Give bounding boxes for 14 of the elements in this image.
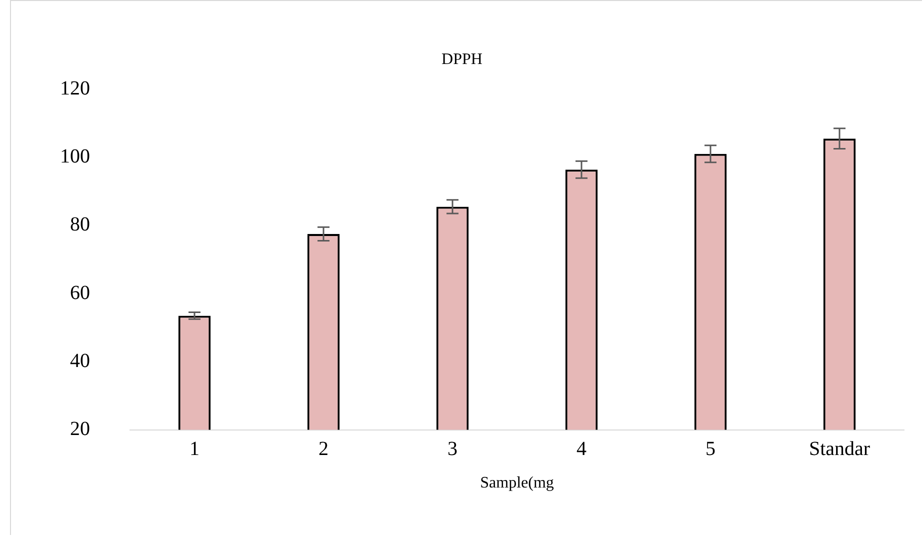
x-tick-label: 1	[190, 438, 200, 460]
y-tick-label: 100	[60, 146, 90, 168]
x-tick-label: 5	[706, 438, 716, 460]
x-tick-label: 4	[576, 438, 586, 460]
x-axis-title: Sample(mg	[480, 474, 554, 492]
x-tick-label: 3	[448, 438, 458, 460]
y-tick-label: 120	[60, 77, 90, 100]
y-tick-label: 60	[70, 282, 90, 304]
y-tick-label: 40	[70, 350, 90, 372]
x-tick-label: 2	[318, 438, 328, 460]
y-tick-label: 20	[70, 418, 90, 440]
x-tick-label: Standar	[808, 438, 870, 460]
y-tick-label: 80	[70, 214, 90, 236]
chart-title: DPPH	[442, 50, 483, 68]
